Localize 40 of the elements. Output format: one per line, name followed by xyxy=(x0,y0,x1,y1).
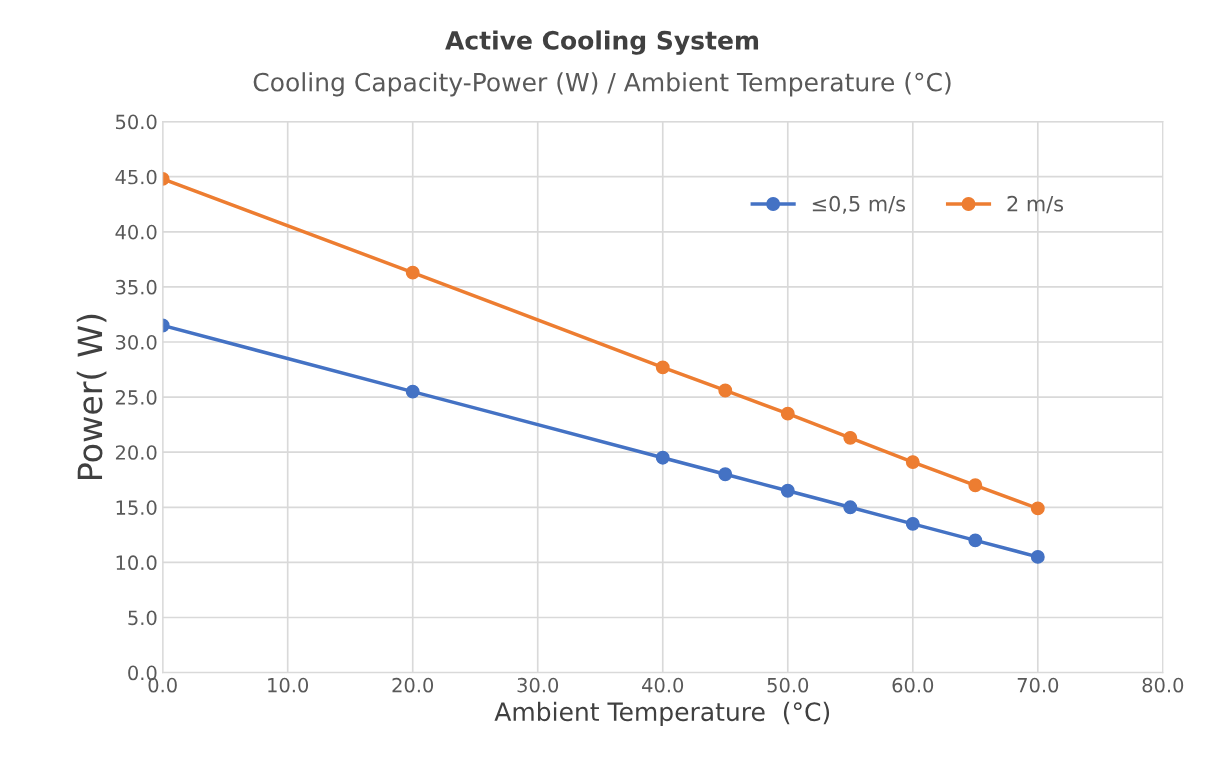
point xyxy=(405,384,420,399)
point xyxy=(655,450,670,465)
y-tick-label: 50.0 xyxy=(116,114,157,130)
point xyxy=(905,455,920,470)
y-tick-label: 35.0 xyxy=(116,279,157,295)
y-tick-label: 25.0 xyxy=(115,390,157,405)
legend-label: 2 m/s xyxy=(1007,195,1064,214)
y-tick-label: 45.0 xyxy=(115,169,157,185)
point xyxy=(718,383,733,398)
x-tick-label: 70.0 xyxy=(1017,677,1059,693)
chart-subtitle: Cooling Capacity-Power (W) / Ambient Temperature (°C) xyxy=(253,72,951,97)
y-tick-label: 15.0 xyxy=(116,500,157,515)
point xyxy=(905,516,920,531)
point xyxy=(718,467,733,482)
point xyxy=(1030,549,1045,564)
x-tick-label: 80.0 xyxy=(1142,677,1184,693)
x-tick-label: 60.0 xyxy=(892,677,934,693)
y-tick-label: 20.0 xyxy=(115,445,157,460)
chart-title: Active Cooling System xyxy=(445,30,759,55)
x-tick-label: 10.0 xyxy=(268,677,309,693)
point xyxy=(843,430,858,445)
y-tick-label: 30.0 xyxy=(116,334,157,350)
y-tick-label: 5.0 xyxy=(128,610,157,626)
point xyxy=(968,478,983,493)
point xyxy=(843,500,858,515)
point xyxy=(780,483,795,498)
y-tick-label: 10.0 xyxy=(116,555,157,571)
point xyxy=(405,265,420,280)
point xyxy=(780,406,795,421)
y-axis-title: Power( W) xyxy=(76,314,107,479)
y-tick-label: 40.0 xyxy=(115,224,157,240)
point xyxy=(968,533,983,548)
point xyxy=(655,360,670,375)
x-tick-label: 20.0 xyxy=(392,677,434,693)
x-axis-title: Ambient Temperature (°C) xyxy=(494,701,830,727)
x-tick-label: 40.0 xyxy=(642,677,684,693)
point xyxy=(1030,501,1045,516)
x-tick-label: 30.0 xyxy=(517,677,559,693)
x-tick-label: 50.0 xyxy=(767,677,809,693)
legend-label: ≤0,5 m/s xyxy=(812,195,906,214)
